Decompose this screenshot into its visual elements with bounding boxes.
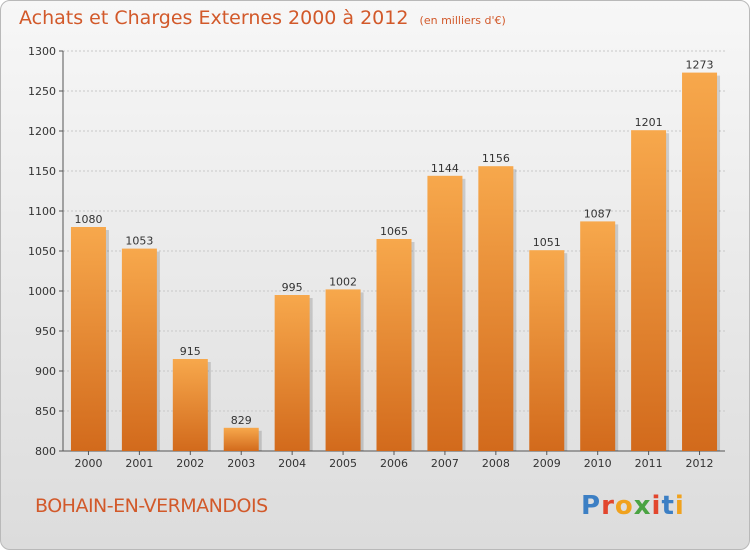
data-label: 1201	[635, 116, 663, 129]
y-tick-label: 800	[35, 445, 56, 458]
bar-2000	[70, 227, 106, 451]
bar-2011	[631, 130, 667, 451]
bar-2007	[427, 175, 463, 452]
data-label: 829	[231, 414, 252, 427]
data-label: 995	[282, 281, 303, 294]
x-tick-label: 2002	[176, 457, 204, 470]
bar-2006	[376, 239, 412, 451]
logo-letter: P	[581, 491, 602, 521]
y-tick-label: 1100	[28, 205, 56, 218]
data-label: 1053	[125, 235, 153, 248]
y-tick-label: 900	[35, 365, 56, 378]
x-tick-label: 2004	[278, 457, 306, 470]
bar-2010	[580, 221, 616, 451]
bar-2003	[223, 427, 259, 451]
y-tick-label: 1150	[28, 165, 56, 178]
logo-letter: r	[601, 491, 615, 521]
bar-2001	[121, 248, 157, 451]
data-label: 1065	[380, 225, 408, 238]
x-tick-label: 2007	[431, 457, 459, 470]
chart-title: Achats et Charges Externes 2000 à 2012	[19, 7, 409, 29]
x-tick-label: 2010	[584, 457, 612, 470]
data-label: 915	[180, 345, 201, 358]
logo-letter: i	[674, 491, 685, 521]
data-label: 1273	[686, 59, 714, 72]
x-tick-label: 2001	[125, 457, 153, 470]
x-tick-label: 2005	[329, 457, 357, 470]
y-tick-label: 1000	[28, 285, 56, 298]
x-tick-label: 2011	[635, 457, 663, 470]
logo-letter: i	[651, 491, 662, 521]
proxiti-logo[interactable]: Proxiti	[581, 491, 685, 521]
logo-letter: t	[661, 491, 675, 521]
x-tick-label: 2009	[533, 457, 561, 470]
title-block: Achats et Charges Externes 2000 à 2012 (…	[19, 7, 506, 29]
x-tick-label: 2003	[227, 457, 255, 470]
x-tick-label: 2000	[74, 457, 102, 470]
data-label: 1144	[431, 162, 459, 175]
data-label: 1002	[329, 275, 357, 288]
x-tick-label: 2008	[482, 457, 510, 470]
bar-2009	[529, 250, 565, 451]
y-tick-label: 1250	[28, 85, 56, 98]
y-tick-label: 1050	[28, 245, 56, 258]
bar-2002	[172, 359, 208, 451]
data-label: 1080	[74, 213, 102, 226]
y-tick-label: 950	[35, 325, 56, 338]
data-label: 1156	[482, 152, 510, 165]
bar-2005	[325, 289, 361, 451]
x-tick-label: 2012	[686, 457, 714, 470]
chart-subtitle: (en milliers d'€)	[419, 14, 506, 27]
city-name: BOHAIN-EN-VERMANDOIS	[35, 495, 268, 517]
logo-letter: x	[633, 491, 652, 521]
bar-2008	[478, 166, 514, 451]
data-label: 1051	[533, 236, 561, 249]
bar-2004	[274, 295, 310, 451]
x-tick-label: 2006	[380, 457, 408, 470]
bar-2012	[682, 72, 718, 451]
logo-letter: o	[614, 491, 634, 521]
y-tick-label: 1300	[28, 45, 56, 58]
data-label: 1087	[584, 207, 612, 220]
y-tick-label: 850	[35, 405, 56, 418]
y-tick-label: 1200	[28, 125, 56, 138]
